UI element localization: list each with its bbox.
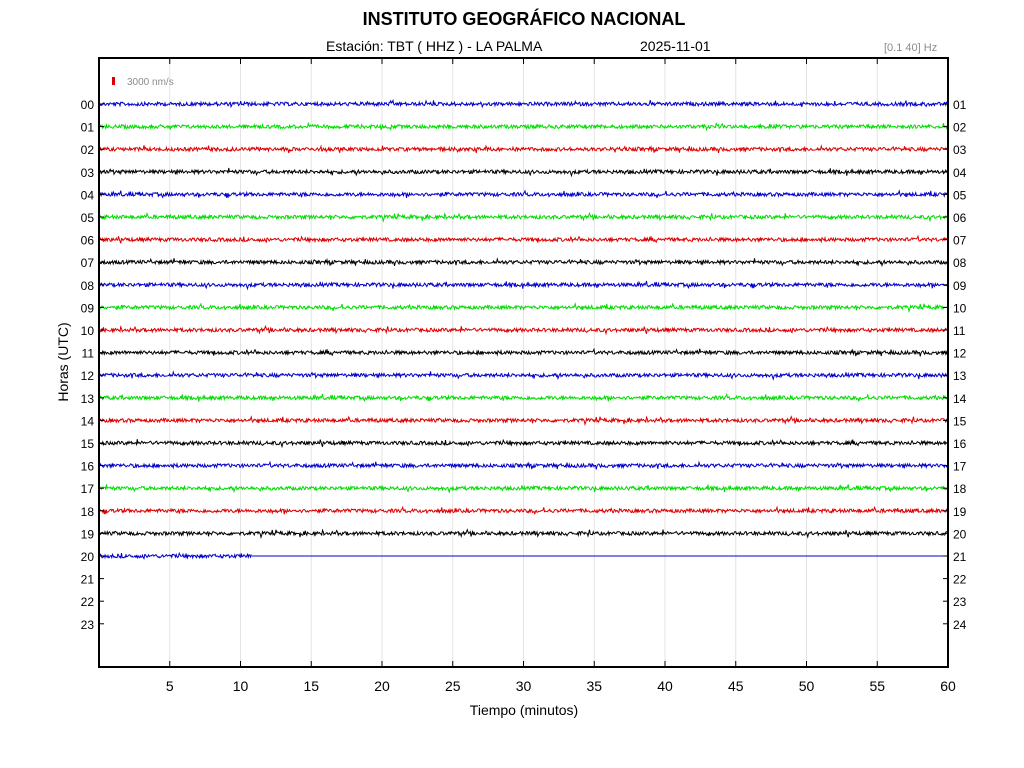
x-tick-label: 50 — [799, 678, 815, 694]
hour-label-right: 05 — [953, 188, 967, 202]
hour-label-right: 09 — [953, 279, 967, 293]
hour-label-right: 12 — [953, 347, 967, 361]
hour-label-right: 04 — [953, 166, 967, 180]
trace-hour-06 — [98, 234, 949, 244]
trace-hour-20 — [98, 551, 252, 560]
hour-label-left: 17 — [81, 482, 95, 496]
hour-label-right: 20 — [953, 527, 967, 541]
x-tick-label: 55 — [869, 678, 885, 694]
trace-hour-14 — [98, 415, 949, 427]
hour-label-left: 11 — [82, 347, 95, 361]
hour-label-right: 18 — [953, 482, 967, 496]
hour-label-right: 23 — [953, 595, 967, 609]
hour-label-left: 13 — [81, 392, 95, 406]
hour-label-left: 00 — [81, 98, 95, 112]
x-tick-label: 60 — [940, 678, 956, 694]
hour-label-left: 14 — [81, 414, 95, 428]
y-axis-label: Horas (UTC) — [55, 322, 71, 401]
x-tick-label: 20 — [374, 678, 390, 694]
hour-label-left: 12 — [81, 369, 95, 383]
station-label: Estación: TBT ( HHZ ) - LA PALMA — [326, 38, 543, 54]
hour-label-left: 22 — [81, 595, 95, 609]
trace-hour-16 — [98, 460, 949, 470]
hour-label-left: 16 — [81, 460, 95, 474]
hour-label-right: 10 — [953, 301, 967, 315]
hour-label-left: 19 — [81, 527, 95, 541]
hour-label-left: 21 — [81, 573, 95, 587]
hour-label-left: 23 — [81, 618, 95, 632]
trace-hour-10 — [98, 324, 949, 336]
trace-hour-17 — [98, 484, 949, 494]
hour-label-left: 05 — [81, 211, 95, 225]
hour-label-left: 06 — [81, 234, 95, 248]
hour-label-right: 03 — [953, 143, 967, 157]
trace-hour-08 — [98, 280, 949, 291]
hour-label-right: 22 — [953, 573, 967, 587]
page-title: INSTITUTO GEOGRÁFICO NACIONAL — [362, 9, 686, 29]
hour-label-right: 16 — [953, 437, 967, 451]
trace-hour-11 — [98, 347, 949, 357]
scale-bar-label: 3000 nm/s — [127, 77, 174, 88]
x-tick-label: 30 — [516, 678, 532, 694]
trace-hour-15 — [98, 438, 949, 449]
trace-hour-01 — [98, 121, 949, 132]
hour-label-right: 13 — [953, 369, 967, 383]
x-axis-label: Tiempo (minutos) — [470, 702, 578, 718]
trace-hour-12 — [98, 370, 949, 381]
x-tick-label: 15 — [303, 678, 319, 694]
x-tick-label: 40 — [657, 678, 673, 694]
hour-label-left: 09 — [81, 301, 95, 315]
hour-label-left: 03 — [81, 166, 95, 180]
hour-label-left: 04 — [81, 188, 95, 202]
hour-label-right: 11 — [953, 324, 966, 338]
x-tick-label: 45 — [728, 678, 744, 694]
hour-label-right: 15 — [953, 414, 967, 428]
seismic-traces — [98, 98, 949, 560]
hour-label-right: 21 — [953, 550, 967, 564]
hour-label-right: 07 — [953, 234, 967, 248]
trace-hour-04 — [98, 189, 949, 199]
hour-label-right: 01 — [953, 98, 967, 112]
x-tick-label: 35 — [586, 678, 602, 694]
trace-hour-03 — [98, 167, 949, 178]
axis-ticks — [99, 58, 949, 667]
hour-label-left: 20 — [81, 550, 95, 564]
hour-label-right: 14 — [953, 392, 967, 406]
hour-label-right: 02 — [953, 121, 967, 135]
trace-hour-02 — [98, 144, 949, 154]
hour-label-right: 06 — [953, 211, 967, 225]
hour-label-left: 02 — [81, 143, 95, 157]
hour-label-left: 18 — [81, 505, 95, 519]
trace-hour-07 — [98, 257, 949, 268]
filter-band-label: [0.1 40] Hz — [884, 42, 938, 54]
x-tick-label: 25 — [445, 678, 461, 694]
axis-labels: 5 10 15 20 25 30 35 40 45 50 55 60 00 01 02 03 04 05 06 07 0… — [81, 98, 967, 694]
date-label: 2025-11-01 — [640, 38, 711, 54]
scale-bar-mark — [112, 77, 115, 85]
trace-hour-09 — [98, 302, 949, 314]
hour-label-right: 19 — [953, 505, 967, 519]
hour-label-left: 01 — [81, 121, 95, 135]
x-tick-label: 10 — [233, 678, 249, 694]
grid-lines — [169, 58, 878, 667]
hour-label-left: 07 — [81, 256, 95, 270]
trace-hour-18 — [98, 505, 949, 515]
hour-label-right: 17 — [953, 460, 967, 474]
x-tick-label: 5 — [166, 678, 174, 694]
hour-label-left: 08 — [81, 279, 95, 293]
hour-label-right: 24 — [953, 618, 967, 632]
trace-hour-00 — [98, 98, 949, 109]
trace-hour-19 — [98, 528, 949, 540]
trace-hour-13 — [98, 392, 949, 403]
hour-label-left: 10 — [81, 324, 95, 338]
scale-bar: 3000 nm/s — [112, 77, 174, 88]
trace-hour-05 — [98, 211, 949, 223]
hour-label-right: 08 — [953, 256, 967, 270]
hour-label-left: 15 — [81, 437, 95, 451]
